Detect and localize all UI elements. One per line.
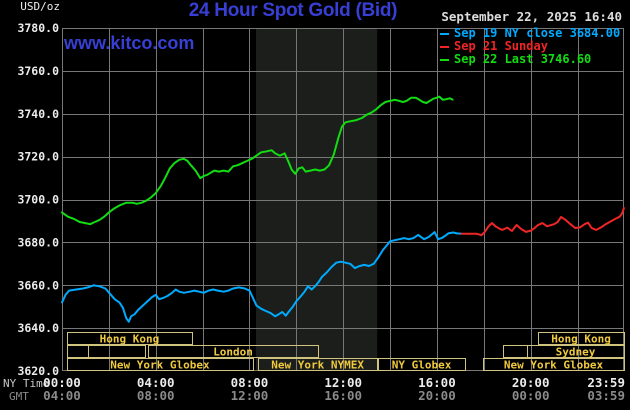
legend-dash-icon xyxy=(440,59,449,61)
x-tick-ny: 16:00 xyxy=(418,375,456,390)
session-box xyxy=(503,345,528,358)
ny-time-caption: NY Time xyxy=(3,377,49,390)
legend-row-sep22: Sep 22 Last 3746.60 xyxy=(440,53,620,66)
series-red xyxy=(460,207,625,237)
session-box xyxy=(148,345,319,358)
x-axis-ticks: NY TimeGMT00:0004:0004:0008:0008:0012:00… xyxy=(3,375,625,403)
session-label: NY Globex xyxy=(392,359,452,372)
gmt-caption: GMT xyxy=(9,390,29,403)
chart-legend: Sep 19 NY close 3684.00 Sep 21 Sunday Se… xyxy=(440,27,620,66)
y-tick: 3620.0 xyxy=(17,364,59,378)
grid xyxy=(62,28,624,371)
y-axis-ticks: 3780.0 3760.0 3740.0 3720.0 3700.0 3680.0 3660… xyxy=(17,21,59,378)
legend-row-sep21: Sep 21 Sunday xyxy=(440,40,620,53)
y-tick: 3720.0 xyxy=(17,150,59,164)
session-label: Hong Kong xyxy=(100,333,160,346)
x-tick-ny: 04:00 xyxy=(137,375,175,390)
x-tick-ny: 23:59 xyxy=(587,375,625,390)
y-tick: 3700.0 xyxy=(17,193,59,207)
x-tick-gmt: 00:00 xyxy=(512,388,550,403)
session-box xyxy=(67,345,89,358)
session-label: Sydney xyxy=(556,346,596,359)
legend-dash-icon xyxy=(440,33,449,35)
legend-label: Sep 19 NY close 3684.00 xyxy=(454,26,621,40)
y-axis-unit-label: USD/oz xyxy=(20,0,60,13)
session-box xyxy=(88,345,146,358)
x-tick-gmt: 04:00 xyxy=(43,388,81,403)
session-box xyxy=(258,358,378,371)
x-tick-gmt: 03:59 xyxy=(587,388,625,403)
y-tick: 3680.0 xyxy=(17,235,59,249)
chart-datetime: September 22, 2025 16:40 xyxy=(441,9,622,24)
session-box xyxy=(538,332,625,345)
x-tick-gmt: 20:00 xyxy=(418,388,456,403)
legend-dash-icon xyxy=(440,46,449,48)
series-cyan xyxy=(61,231,463,323)
session-label: Hong Kong xyxy=(551,333,611,346)
x-tick-ny: 08:00 xyxy=(231,375,269,390)
x-tick-ny: 20:00 xyxy=(512,375,550,390)
y-tick: 3660.0 xyxy=(17,278,59,292)
legend-label: Sep 21 Sunday xyxy=(454,39,548,53)
session-box xyxy=(527,345,625,358)
legend-row-sep19: Sep 19 NY close 3684.00 xyxy=(440,27,620,40)
session-label: New York Globex xyxy=(504,359,604,372)
y-tick: 3740.0 xyxy=(17,107,59,121)
x-tick-ny: 00:00 xyxy=(43,375,81,390)
x-tick-gmt: 16:00 xyxy=(324,388,362,403)
session-label: London xyxy=(213,346,253,359)
kitco-watermark: www.kitco.com xyxy=(64,33,195,53)
session-label: New York NYMEX xyxy=(271,359,364,372)
x-tick-ny: 12:00 xyxy=(324,375,362,390)
session-box xyxy=(483,358,625,371)
x-tick-gmt: 12:00 xyxy=(231,388,269,403)
nymex-shaded-band xyxy=(256,28,378,371)
session-label: New York Globex xyxy=(110,359,210,372)
series-green xyxy=(61,95,454,226)
legend-label: Sep 22 Last 3746.60 xyxy=(454,52,592,66)
chart-title: 24 Hour Spot Gold (Bid) xyxy=(188,0,398,21)
session-box xyxy=(67,358,254,371)
session-box xyxy=(67,332,193,345)
y-tick: 3760.0 xyxy=(17,64,59,78)
y-tick: 3640.0 xyxy=(17,321,59,335)
y-tick: 3780.0 xyxy=(17,21,59,35)
x-tick-gmt: 08:00 xyxy=(137,388,175,403)
session-box xyxy=(378,358,466,371)
